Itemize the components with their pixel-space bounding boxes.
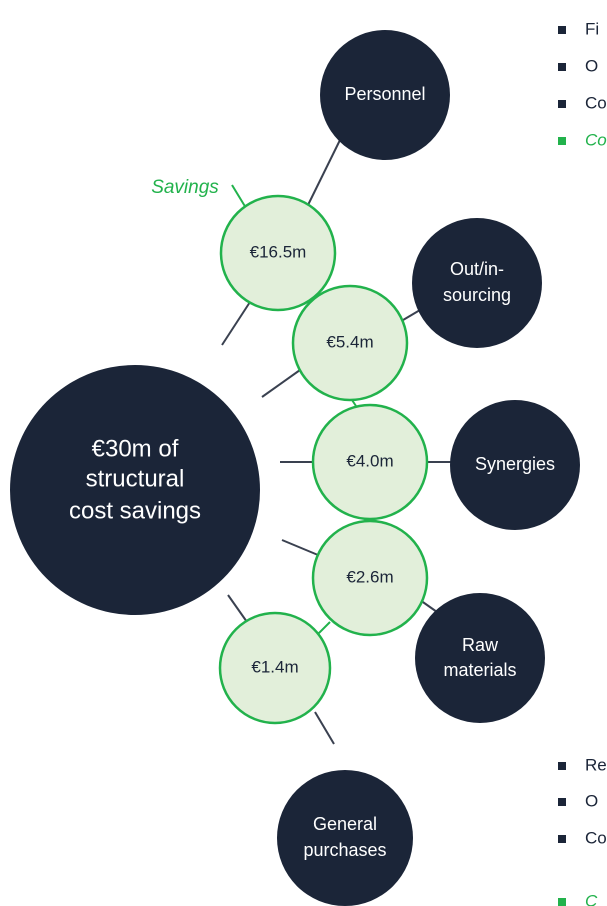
bullet xyxy=(558,762,566,770)
bullet xyxy=(558,63,566,71)
bullet-text: O xyxy=(585,56,598,75)
node-label: Personnel xyxy=(344,84,425,104)
node-label: sourcing xyxy=(443,285,511,305)
bullet-text: C xyxy=(585,891,598,906)
saving-value: €2.6m xyxy=(346,567,393,586)
bullet-text: Fi xyxy=(585,19,599,38)
bullet xyxy=(558,100,566,108)
node-label: Raw xyxy=(462,635,499,655)
saving-value: €16.5m xyxy=(250,242,307,261)
node-label: materials xyxy=(443,660,516,680)
bullet xyxy=(558,137,566,145)
node-label: Synergies xyxy=(475,454,555,474)
node-circle xyxy=(277,770,413,906)
node-circle xyxy=(412,218,542,348)
center-text: structural xyxy=(86,465,185,492)
center-text: cost savings xyxy=(69,497,201,524)
bullet-text: Co xyxy=(585,93,607,112)
node-circle xyxy=(320,30,450,160)
saving-value: €1.4m xyxy=(251,657,298,676)
node-circle xyxy=(415,593,545,723)
bullet-text: O xyxy=(585,791,598,810)
center-circle xyxy=(10,365,260,615)
saving-value: €4.0m xyxy=(346,451,393,470)
node-label: General xyxy=(313,814,377,834)
saving-bubbles xyxy=(218,194,429,725)
savings-label: Savings xyxy=(151,177,219,198)
bullet-text: Re xyxy=(585,755,607,774)
bullet xyxy=(558,898,566,906)
node-label: Out/in- xyxy=(450,259,504,279)
bullet xyxy=(558,835,566,843)
saving-value: €5.4m xyxy=(326,332,373,351)
node-label: purchases xyxy=(303,840,386,860)
center-text: €30m of xyxy=(92,435,179,462)
bullet xyxy=(558,798,566,806)
bullet xyxy=(558,26,566,34)
bullet-text: Co xyxy=(585,828,607,847)
node-circle xyxy=(450,400,580,530)
bullet-text: Co xyxy=(585,130,607,149)
